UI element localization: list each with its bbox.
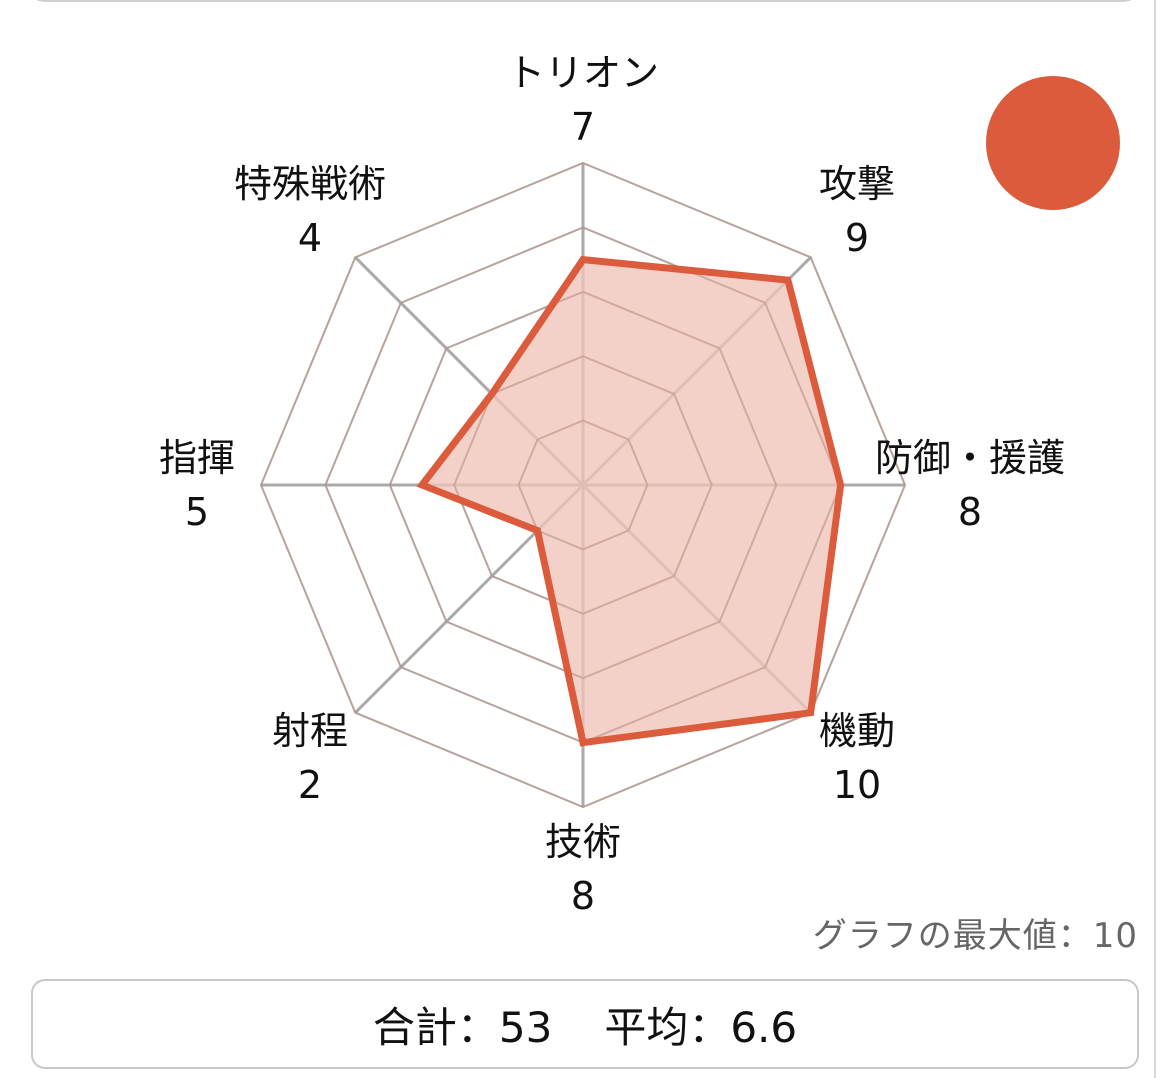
summary-box: 合計：53 平均：6.6 <box>31 979 1139 1069</box>
axis-value-5: 8 <box>571 874 595 918</box>
grid-overlay-1 <box>517 419 649 551</box>
axis-label-5: 技術 <box>545 820 621 864</box>
total-text: 合計：53 <box>372 1002 553 1052</box>
axis-value-6: 2 <box>298 763 322 807</box>
axis-label-7: 指揮 <box>159 436 235 480</box>
radar-labels: トリオン 7 攻撃 9 防御・援護 8 機動 10 技術 8 射程 2 指揮 5 特殊戦術 4 <box>159 51 1065 918</box>
axis-value-8: 4 <box>298 216 322 260</box>
average-text: 平均：6.6 <box>604 1002 798 1052</box>
radar-chart: トリオン 7 攻撃 9 防御・援護 8 機動 10 技術 8 射程 2 指揮 5 特殊戦術 4 <box>159 51 1065 918</box>
axis-value-2: 9 <box>845 216 869 260</box>
axis-label-8: 特殊戦術 <box>234 162 386 206</box>
max-value-note: グラフの最大値：10 <box>812 916 1138 956</box>
series-legend-dot <box>986 76 1120 210</box>
grid-overlay-5 <box>259 161 907 809</box>
axis-value-7: 5 <box>185 490 209 534</box>
axis-label-3: 防御・援護 <box>875 436 1065 480</box>
axis-label-6: 射程 <box>272 709 348 753</box>
grid-overlay-3 <box>388 290 778 680</box>
axis-value-3: 8 <box>958 490 982 534</box>
axis-label-4: 機動 <box>819 709 895 753</box>
series-area <box>422 259 841 743</box>
axis-label-1: トリオン <box>507 51 659 95</box>
series-outline <box>416 255 845 747</box>
axis-value-4: 10 <box>833 763 881 807</box>
radar-series <box>259 161 907 809</box>
scroll-edge <box>1154 0 1156 1078</box>
axis-label-2: 攻撃 <box>819 162 895 206</box>
grid-overlay-2 <box>453 355 713 615</box>
axis-value-1: 7 <box>571 105 595 149</box>
